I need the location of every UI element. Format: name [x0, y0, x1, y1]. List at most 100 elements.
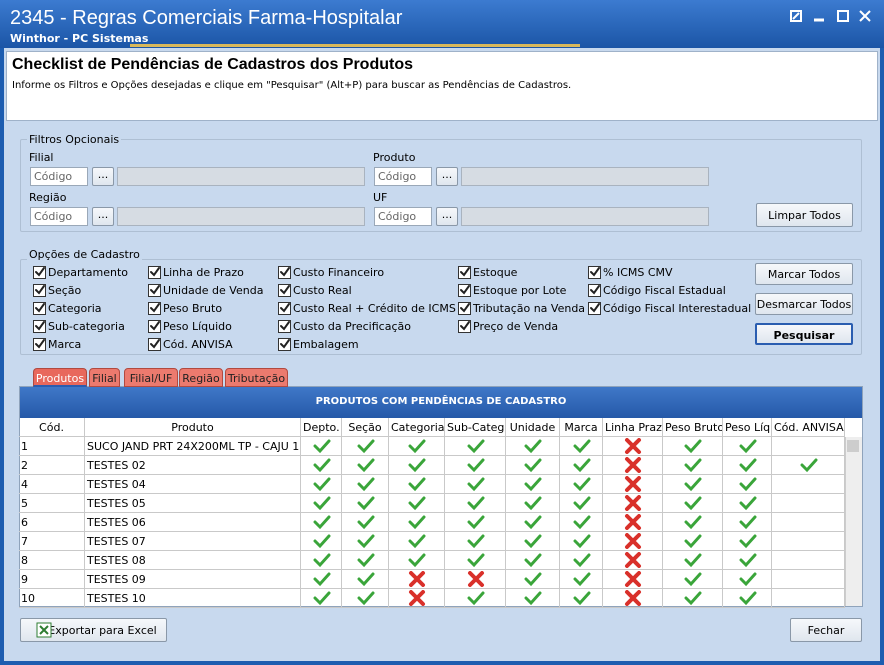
grid-cell[interactable]: 5 — [19, 494, 85, 513]
grid-cell[interactable]: 10 — [19, 589, 85, 608]
check-icon — [460, 267, 470, 277]
checkbox-label: Embalagem — [293, 338, 359, 351]
status-cell — [560, 494, 603, 513]
cross-icon — [625, 438, 641, 454]
lookup-button[interactable]: ... — [436, 167, 458, 186]
grid-cell[interactable]: 6 — [19, 513, 85, 532]
status-cell — [560, 570, 603, 589]
grid-cell[interactable]: TESTES 02 — [85, 456, 301, 475]
status-cell — [389, 570, 445, 589]
tab[interactable]: Produtos — [33, 368, 87, 387]
grid-cell[interactable]: 1 — [19, 437, 85, 456]
checkbox-label: Cód. ANVISA — [163, 338, 233, 351]
check-icon — [573, 553, 590, 568]
field-label: Filial — [29, 151, 54, 164]
status-cell — [603, 513, 663, 532]
check-icon — [35, 303, 45, 313]
status-cell — [560, 513, 603, 532]
status-cell — [723, 494, 772, 513]
status-cell — [389, 456, 445, 475]
column-header: Cód. ANVISA — [772, 418, 845, 437]
cross-icon — [625, 590, 641, 606]
grid-cell[interactable]: TESTES 09 — [85, 570, 301, 589]
grid-cell[interactable]: 7 — [19, 532, 85, 551]
grid-cell[interactable]: TESTES 06 — [85, 513, 301, 532]
status-cell — [560, 551, 603, 570]
check-icon — [280, 285, 290, 295]
code-input[interactable]: Código — [30, 207, 88, 226]
check-icon — [739, 496, 756, 511]
tab[interactable]: Tributação — [225, 368, 288, 387]
window-title: 2345 - Regras Comerciais Farma-Hospitala… — [10, 7, 403, 29]
close-button[interactable]: Fechar — [790, 618, 862, 642]
check-icon — [467, 439, 484, 454]
status-cell — [603, 456, 663, 475]
status-cell — [506, 475, 560, 494]
lookup-button[interactable]: ... — [92, 167, 114, 186]
status-cell — [772, 456, 845, 475]
check-icon — [573, 477, 590, 492]
check-icon — [150, 321, 160, 331]
check-icon — [573, 439, 590, 454]
check-icon — [460, 303, 470, 313]
check-icon — [573, 515, 590, 530]
check-icon — [684, 477, 702, 492]
export-button[interactable]: Exportar para Excel — [20, 618, 167, 642]
status-cell — [603, 589, 663, 608]
code-input[interactable]: Código — [374, 207, 432, 226]
grid-cell[interactable]: 4 — [19, 475, 85, 494]
field-label: Produto — [373, 151, 416, 164]
window-controls[interactable] — [786, 8, 878, 24]
check-icon — [573, 534, 590, 549]
code-input[interactable]: Código — [374, 167, 432, 186]
checkbox-label: Peso Líquido — [163, 320, 232, 333]
header-panel — [6, 51, 878, 121]
grid-cell[interactable]: TESTES 10 — [85, 589, 301, 608]
tab[interactable]: Filial — [89, 368, 120, 387]
grid-cell[interactable]: TESTES 07 — [85, 532, 301, 551]
check-icon — [150, 285, 160, 295]
grid-cell[interactable]: 9 — [19, 570, 85, 589]
status-cell — [506, 494, 560, 513]
column-header: Cód. — [19, 418, 85, 437]
lookup-button[interactable]: ... — [92, 207, 114, 226]
check-icon — [313, 439, 330, 454]
column-header: Marca — [560, 418, 603, 437]
option-button[interactable]: Pesquisar — [755, 323, 853, 345]
option-button[interactable]: Desmarcar Todos — [755, 293, 853, 315]
grid-cell[interactable]: TESTES 04 — [85, 475, 301, 494]
checkbox-label: Custo Financeiro — [293, 266, 385, 279]
tab[interactable]: Filial/UF — [124, 368, 178, 387]
status-cell — [389, 437, 445, 456]
check-icon — [684, 515, 702, 530]
status-cell — [506, 437, 560, 456]
scroll-thumb[interactable] — [847, 440, 859, 452]
grid-cell[interactable]: 8 — [19, 551, 85, 570]
check-icon — [684, 572, 702, 587]
checkbox-label: Preço de Venda — [473, 320, 559, 333]
grid-cell[interactable]: SUCO JAND PRT 24X200ML TP - CAJU 12345 — [85, 437, 301, 456]
status-cell — [772, 494, 845, 513]
status-cell — [342, 570, 389, 589]
check-icon — [684, 534, 702, 549]
checkbox-label: Custo Real + Crédito de ICMS — [293, 302, 456, 315]
status-cell — [506, 570, 560, 589]
check-icon — [408, 534, 426, 549]
status-cell — [506, 456, 560, 475]
check-icon — [573, 458, 590, 473]
code-input[interactable]: Código — [30, 167, 88, 186]
grid-cell[interactable]: TESTES 05 — [85, 494, 301, 513]
scrollbar[interactable] — [845, 437, 862, 606]
lookup-button[interactable]: ... — [436, 207, 458, 226]
status-cell — [445, 513, 506, 532]
grid-cell[interactable]: 2 — [19, 456, 85, 475]
checkbox-label: Peso Bruto — [163, 302, 223, 315]
check-icon — [524, 591, 542, 606]
grid-cell[interactable]: TESTES 08 — [85, 551, 301, 570]
option-button[interactable]: Marcar Todos — [755, 263, 853, 285]
tab[interactable]: Região — [179, 368, 223, 387]
check-icon — [35, 321, 45, 331]
check-icon — [739, 515, 756, 530]
clear-button[interactable]: Limpar Todos — [756, 203, 853, 227]
check-icon — [35, 267, 45, 277]
